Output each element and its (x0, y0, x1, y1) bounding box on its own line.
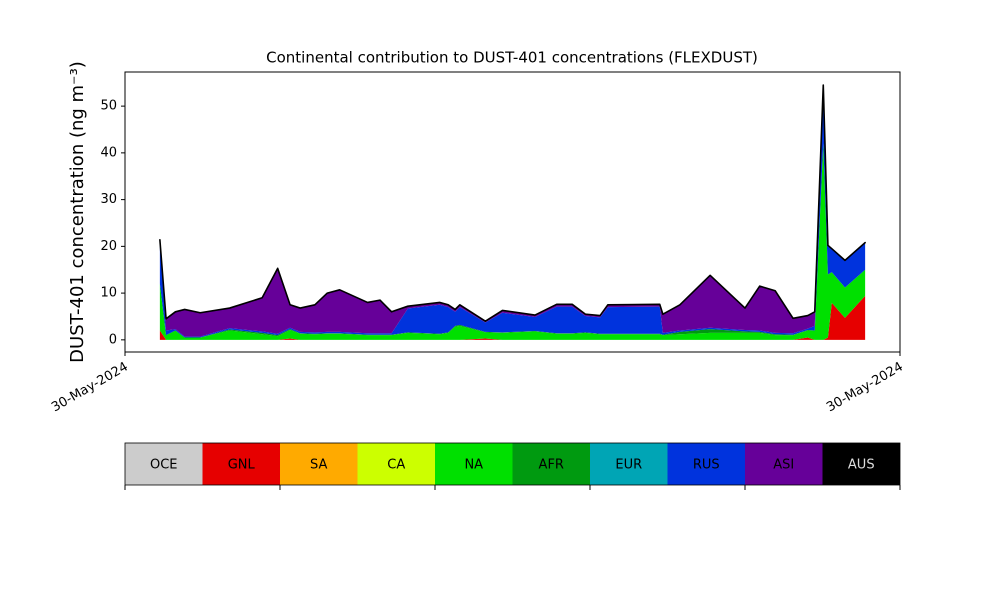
legend-swatch (280, 443, 358, 485)
plot-frame (124, 71, 901, 353)
y-tick-label: 0 (109, 332, 117, 347)
legend-label: NA (464, 458, 483, 473)
legend-swatch (202, 443, 280, 485)
y-tick-label: 10 (100, 286, 117, 301)
x-tick-label: 30-May-2024 (49, 360, 131, 416)
legend-swatch (512, 443, 590, 485)
x-tick-label: 30-May-2024 (824, 360, 906, 416)
legend-label: CA (387, 458, 405, 473)
y-axis-label: DUST-401 concentration (ng m⁻³) (67, 61, 88, 363)
area (159, 85, 866, 337)
legend-swatch (822, 443, 900, 485)
legend-label: ASI (773, 458, 794, 473)
legend-swatch (745, 443, 823, 485)
legend-label: AFR (539, 458, 564, 473)
legend-label: SA (310, 458, 327, 473)
colorbar-ticks (124, 485, 901, 490)
y-tick-label: 20 (100, 239, 117, 254)
legend-swatch (357, 443, 435, 485)
chart-title: Continental contribution to DUST-401 con… (266, 49, 758, 67)
legend-label: EUR (615, 458, 642, 473)
colorbar-frame (124, 442, 901, 486)
plot-area (159, 84, 866, 340)
legend-label: RUS (693, 458, 720, 473)
legend-label: OCE (150, 458, 178, 473)
area (159, 84, 866, 322)
y-tick-label: 50 (100, 99, 117, 114)
legend-swatch (667, 443, 745, 485)
y-tick-label: 40 (100, 145, 117, 160)
legend-label: AUS (848, 458, 875, 473)
y-tick-label: 30 (100, 192, 117, 207)
legend-label: GNL (228, 458, 256, 473)
legend-swatch (590, 443, 668, 485)
legend-swatch (125, 443, 203, 485)
legend-swatch (435, 443, 513, 485)
